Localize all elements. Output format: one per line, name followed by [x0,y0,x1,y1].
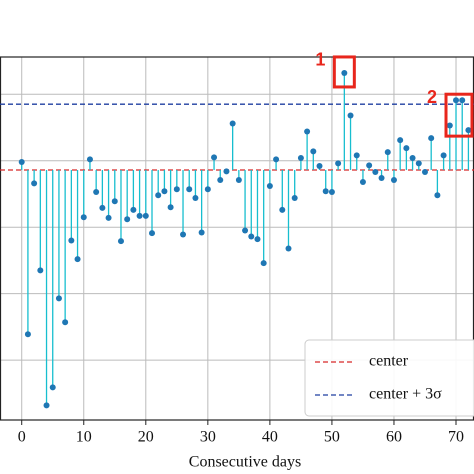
marker [192,194,199,201]
x-tick-label: 60 [386,429,402,446]
marker [353,152,360,159]
marker [49,384,56,391]
marker [173,186,180,193]
marker [229,120,236,127]
marker [211,154,218,161]
marker [390,176,397,183]
marker [80,214,87,221]
marker [242,227,249,234]
marker [55,295,62,302]
marker [248,233,255,240]
marker [93,188,100,195]
marker [372,169,379,176]
marker [415,160,422,167]
marker [37,267,44,274]
marker [453,97,460,104]
marker [111,198,118,205]
marker [74,256,81,263]
legend-label: center + 3σ [369,386,442,403]
marker [62,319,69,326]
marker [440,152,447,159]
marker [142,212,149,219]
marker [421,169,428,176]
marker [254,236,261,243]
marker [136,212,143,219]
marker [397,137,404,144]
marker [328,188,335,195]
marker [223,168,230,175]
x-tick-label: 0 [18,429,26,446]
x-axis-label: Consecutive days [189,454,301,471]
marker [130,206,137,213]
marker [235,176,242,183]
marker [105,214,112,221]
marker [322,188,329,195]
annotation-label: 1 [315,50,325,70]
marker [180,231,187,238]
legend-label: center [369,353,409,370]
legend-box [304,339,474,417]
marker [335,160,342,167]
marker [149,230,156,237]
x-tick-label: 40 [262,429,278,446]
marker [359,178,366,185]
marker [378,175,385,181]
marker [341,69,348,76]
marker [167,204,174,211]
marker [297,155,304,162]
marker [409,155,416,162]
marker [291,194,298,201]
marker [204,186,211,193]
marker [24,331,31,338]
marker [347,112,354,119]
marker [86,156,93,163]
marker [161,188,168,195]
marker [43,402,50,409]
marker [384,149,391,156]
x-tick-label: 30 [200,429,216,446]
annotation-box [444,92,474,138]
marker [465,127,472,134]
marker [117,238,124,245]
marker [304,128,311,135]
annotation-label: 2 [427,87,437,107]
x-tick-label: 20 [138,429,154,446]
marker [316,163,323,170]
marker [273,156,280,163]
marker [428,135,435,142]
annotation-box [332,55,356,89]
marker [366,162,373,169]
marker [434,192,441,199]
marker [155,192,162,199]
marker [446,122,453,129]
marker [18,159,25,166]
marker [198,229,205,236]
x-tick-label: 70 [448,429,464,446]
marker [124,216,131,223]
x-tick-label: 10 [76,429,92,446]
marker [266,182,273,189]
marker [99,204,106,211]
marker [279,206,286,213]
marker [459,97,466,104]
marker [68,237,75,244]
marker [217,176,224,183]
x-tick-label: 50 [324,429,340,446]
marker [285,245,292,252]
marker [31,180,38,187]
marker [186,186,193,193]
marker [403,145,410,152]
marker [260,260,267,267]
marker [310,148,317,155]
